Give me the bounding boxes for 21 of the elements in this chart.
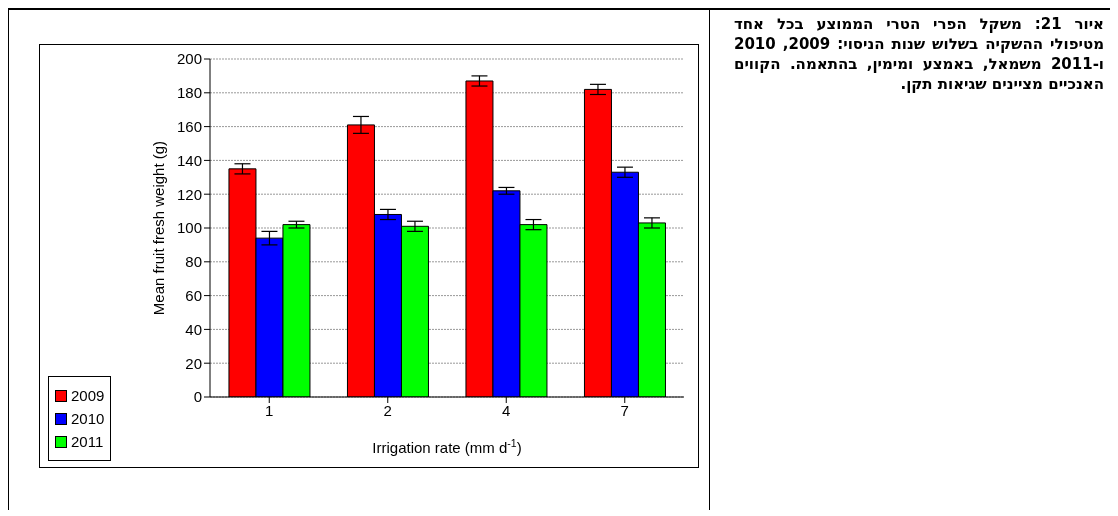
x-tick-label: 2 xyxy=(383,401,392,419)
y-tick-label: 180 xyxy=(176,84,202,102)
x-tick-label: 4 xyxy=(502,401,511,419)
y-axis-title: Mean fruit fresh weight (g) xyxy=(150,140,167,316)
x-tick-label: 7 xyxy=(620,401,629,419)
y-tick-label: 80 xyxy=(185,253,202,271)
y-tick-label: 200 xyxy=(176,50,202,68)
legend-label: 2010 xyxy=(71,410,105,427)
legend-label: 2011 xyxy=(71,433,104,450)
y-tick-label: 40 xyxy=(185,320,202,338)
y-tick-label: 120 xyxy=(176,185,202,203)
x-tick-label: 1 xyxy=(265,401,274,419)
x-axis-title: Irrigation rate (mm d$^{-1}$) xyxy=(372,437,522,456)
y-tick-label: 20 xyxy=(185,354,202,372)
y-tick-label: 100 xyxy=(176,219,202,237)
legend-label: 2009 xyxy=(71,387,105,404)
y-tick-label: 0 xyxy=(193,388,202,406)
y-tick-label: 140 xyxy=(176,151,202,169)
y-tick-label: 160 xyxy=(176,117,202,135)
text: איור 21: משקל הפרי הטרי הממוצע בכל אחד מטיפולי ההשקיה בשלוש שנות הניסוי: 2009, 2010 ו-2011 משמאל, באמצע ומימין, בהתאמה. הקווים האנכיים מציינים שגיאות תקן. xyxy=(734,14,1104,94)
y-tick-label: 60 xyxy=(185,286,202,304)
